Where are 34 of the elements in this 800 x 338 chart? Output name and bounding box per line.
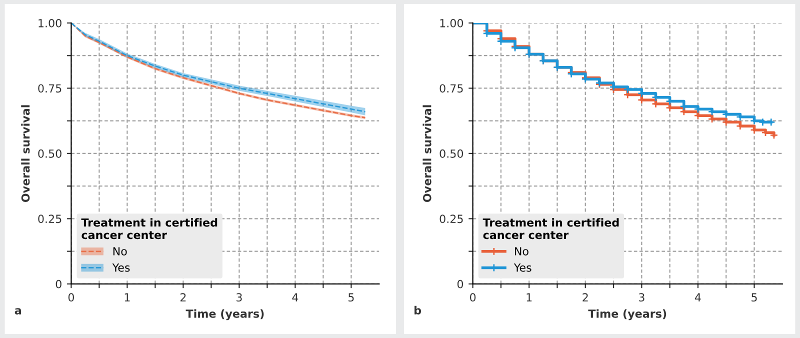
x-tick-label: 3 xyxy=(236,293,242,302)
y-axis-title: Overall survival xyxy=(422,105,432,202)
x-tick-label: 4 xyxy=(694,293,701,302)
legend-title: Treatment in certified cancer center xyxy=(482,218,619,240)
legend-label: No xyxy=(113,247,127,256)
legend-label: No xyxy=(515,247,528,256)
y-tick-label: 0.75 xyxy=(38,84,62,93)
x-tick-label: 5 xyxy=(348,293,354,302)
text: a xyxy=(14,308,22,314)
y-tick-label: 0.25 xyxy=(440,214,463,224)
y-tick-label: 0.50 xyxy=(38,149,62,158)
y-tick-label: 0 xyxy=(457,280,464,288)
x-axis-title: Time (years) xyxy=(588,309,666,320)
x-tick-label: 0 xyxy=(68,293,74,302)
x-axis-title: Time (years) xyxy=(186,309,264,320)
y-tick-label: 0.75 xyxy=(440,84,463,93)
legend-label: Yes xyxy=(112,264,130,272)
x-tick-label: 0 xyxy=(470,293,476,302)
y-tick-label: 0 xyxy=(56,280,62,288)
y-tick-label: 0.50 xyxy=(440,149,464,158)
x-tick-label: 2 xyxy=(180,293,186,302)
y-tick-label: 1.00 xyxy=(440,18,464,28)
y-tick-label: 1.00 xyxy=(38,18,62,28)
x-tick-label: 1 xyxy=(124,293,130,302)
x-tick-label: 1 xyxy=(526,293,532,302)
legend-title: Treatment in certified cancer center xyxy=(81,218,218,240)
x-tick-label: 5 xyxy=(752,293,757,302)
y-axis-title: Overall survival xyxy=(21,105,30,202)
x-tick-label: 4 xyxy=(292,293,298,302)
x-tick-label: 3 xyxy=(638,293,644,302)
text: b xyxy=(414,306,422,314)
x-tick-label: 2 xyxy=(582,293,588,302)
legend-label: Yes xyxy=(514,264,532,272)
y-tick-label: 0.25 xyxy=(38,214,62,224)
